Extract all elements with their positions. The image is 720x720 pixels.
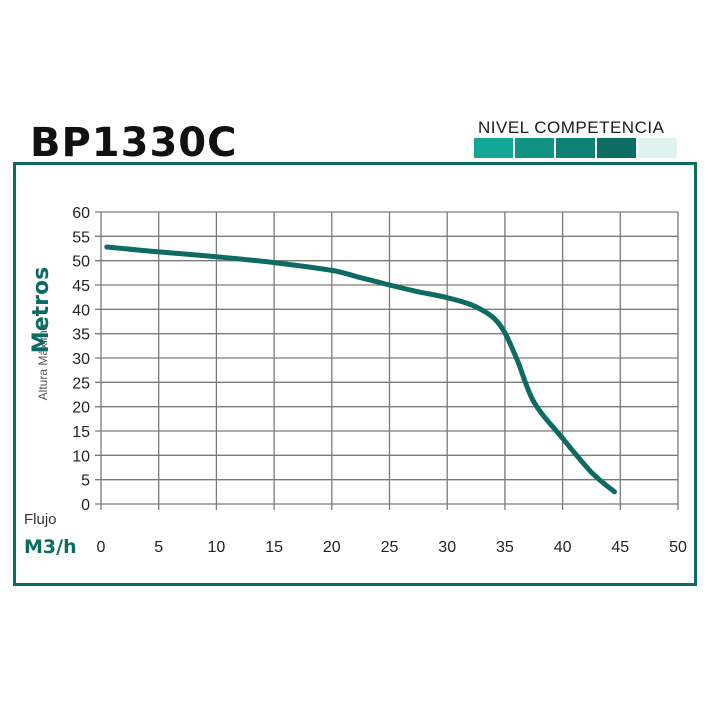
x-tick-label: 5 xyxy=(154,539,163,556)
grid xyxy=(95,211,679,510)
y-tick-label: 5 xyxy=(81,473,90,490)
model-title: BP1330C xyxy=(30,120,238,166)
y-axis-label-big: Metros xyxy=(29,267,54,353)
y-tick-label: 0 xyxy=(81,497,90,514)
x-axis-label-big: M3/h xyxy=(24,536,77,558)
y-tick-label: 10 xyxy=(72,448,90,465)
x-tick-label: 40 xyxy=(554,539,572,556)
tick-labels: 0 5 10 15 20 25 30 35 40 45 50 0 5 10 15 20 25 30 35 40 45 50… xyxy=(72,205,687,556)
x-tick-label: 45 xyxy=(611,539,629,556)
y-axis-label-small: Altura Máxima xyxy=(36,323,50,400)
x-tick-label: 50 xyxy=(669,539,687,556)
y-tick-label: 35 xyxy=(72,327,90,344)
level-segment-3 xyxy=(556,138,595,158)
series-line-curve xyxy=(104,244,617,495)
y-tick-label: 40 xyxy=(72,302,90,319)
x-tick-label: 25 xyxy=(381,539,399,556)
y-tick-label: 30 xyxy=(72,351,90,368)
level-segment-5 xyxy=(638,138,677,158)
x-tick-label: 0 xyxy=(97,539,106,556)
y-tick-label: 45 xyxy=(72,278,90,295)
y-tick-label: 60 xyxy=(72,205,90,222)
y-tick-label: 55 xyxy=(72,229,90,246)
level-segment-1 xyxy=(474,138,513,158)
x-tick-label: 30 xyxy=(438,539,456,556)
y-tick-label: 25 xyxy=(72,375,90,392)
level-label: NIVEL COMPETENCIA xyxy=(478,118,665,137)
level-segment-2 xyxy=(515,138,554,158)
y-tick-label: 20 xyxy=(72,400,90,417)
x-tick-label: 10 xyxy=(208,539,226,556)
x-tick-label: 20 xyxy=(323,539,341,556)
level-segment-4 xyxy=(597,138,636,158)
x-tick-label: 15 xyxy=(265,539,283,556)
x-tick-label: 35 xyxy=(496,539,514,556)
x-axis-label-small: Flujo xyxy=(24,511,57,528)
y-tick-label: 15 xyxy=(72,424,90,441)
competence-level-bar xyxy=(474,138,677,158)
chart-frame xyxy=(13,162,697,586)
y-tick-label: 50 xyxy=(72,254,90,271)
